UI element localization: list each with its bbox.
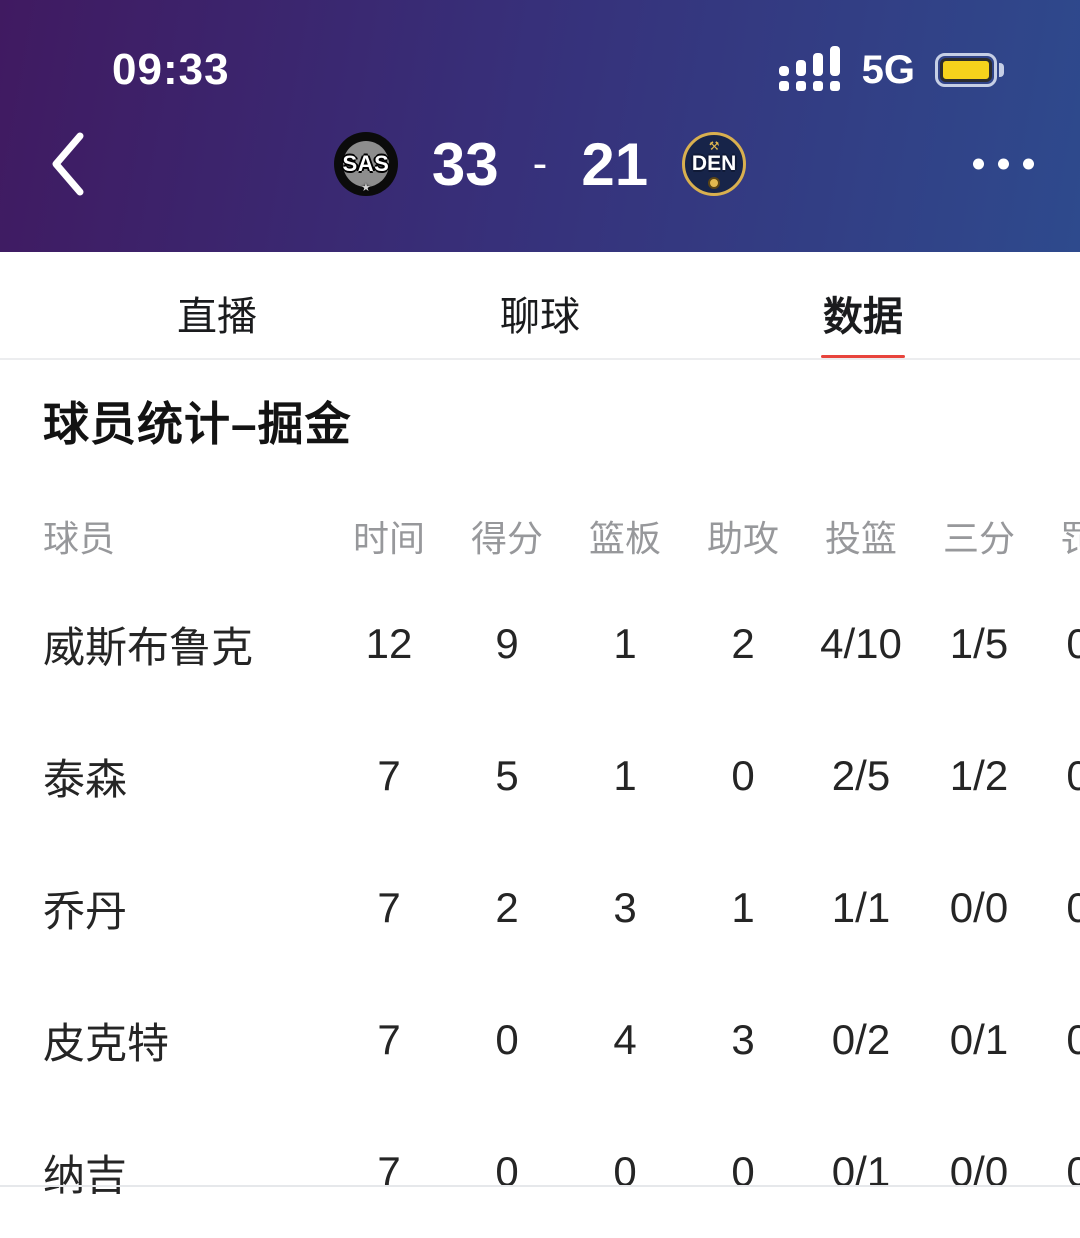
stat-fg: 0/1 (831, 1148, 891, 1195)
match-nav-bar: SAS ★ 33 - 21 ⚒ DEN (0, 104, 1080, 224)
stat-rebounds: 0 (613, 1148, 637, 1195)
scoreboard: SAS ★ 33 - 21 ⚒ DEN (333, 130, 747, 199)
col-player: 球员 (43, 518, 116, 559)
stat-points: 5 (495, 752, 519, 799)
stat-assists: 2 (731, 620, 755, 667)
back-button[interactable] (48, 129, 92, 199)
stat-rebounds: 1 (613, 620, 637, 667)
spur-star-icon: ★ (360, 182, 371, 194)
status-icons: 5G (778, 46, 1004, 93)
col-3pt: 三分 (942, 518, 1015, 559)
signal-strength-icon (778, 46, 840, 91)
table-row: 泰森 7 5 1 0 2/5 1/2 0 (0, 710, 1080, 842)
stat-fg: 0/2 (831, 1016, 891, 1063)
tab-stats[interactable]: 数据 (702, 252, 1025, 358)
player-name: 泰森 (43, 755, 128, 803)
stat-3pt: 0/0 (949, 884, 1009, 931)
table-row: 威斯布鲁克 12 9 1 2 4/10 1/5 0 (0, 578, 1080, 710)
status-bar: 09:33 5G (0, 0, 1080, 96)
stat-3pt: 0/0 (949, 1148, 1009, 1195)
network-type-label: 5G (861, 47, 915, 92)
home-score: 33 (431, 130, 499, 198)
col-points: 得分 (470, 518, 543, 559)
stat-ft-clipped: 0 (1066, 1148, 1080, 1195)
stat-fg: 1/1 (831, 884, 891, 931)
player-stats-table[interactable]: 球员 时间 得分 篮板 助攻 投篮 三分 罚 威斯布鲁克 12 9 1 2 4/… (0, 510, 1080, 1238)
col-rebounds: 篮板 (588, 518, 661, 559)
stat-minutes: 7 (377, 752, 401, 799)
stat-assists: 0 (731, 752, 755, 799)
stat-ft-clipped: 0 (1066, 884, 1080, 931)
stat-3pt: 0/1 (949, 1016, 1009, 1063)
table-body: 威斯布鲁克 12 9 1 2 4/10 1/5 0 泰森 7 5 1 0 2/5… (0, 578, 1080, 1238)
stat-points: 9 (495, 620, 519, 667)
table-row: 皮克特 7 0 4 3 0/2 0/1 0 (0, 974, 1080, 1106)
col-assists: 助攻 (706, 518, 779, 559)
stat-rebounds: 1 (613, 752, 637, 799)
stat-ft-clipped: 0 (1066, 620, 1080, 667)
spurs-team-logo: SAS ★ (333, 132, 398, 196)
pickaxe-icon: ⚒ (708, 139, 720, 153)
stat-fg: 2/5 (831, 752, 891, 799)
stat-rebounds: 4 (613, 1016, 637, 1063)
stat-3pt: 1/2 (949, 752, 1009, 799)
stat-points: 0 (495, 1148, 519, 1195)
stat-minutes: 7 (377, 884, 401, 931)
player-name: 皮克特 (43, 1019, 170, 1067)
col-fg: 投篮 (824, 518, 897, 559)
stat-assists: 0 (731, 1148, 755, 1195)
stat-ft-clipped: 0 (1066, 1016, 1080, 1063)
tab-bar: 直播 聊球 数据 (0, 252, 1080, 360)
table-row: 纳吉 7 0 0 0 0/1 0/0 0 (0, 1106, 1080, 1238)
table-row: 乔丹 7 2 3 1 1/1 0/0 0 (0, 842, 1080, 974)
stat-ft-clipped: 0 (1066, 752, 1080, 799)
basketball-icon (708, 177, 721, 189)
away-score: 21 (581, 130, 649, 198)
stat-3pt: 1/5 (949, 620, 1009, 667)
bottom-divider (0, 1185, 1080, 1187)
home-team-abbr: SAS (342, 151, 390, 176)
tab-live[interactable]: 直播 (177, 295, 257, 339)
stat-rebounds: 3 (613, 884, 637, 931)
stat-minutes: 7 (377, 1148, 401, 1195)
col-minutes: 时间 (352, 518, 425, 559)
stat-assists: 1 (731, 884, 755, 931)
section-title: 球员统计–掘金 (43, 398, 352, 450)
tab-chat[interactable]: 聊球 (500, 295, 580, 339)
battery-icon (935, 53, 1004, 87)
stat-fg: 4/10 (820, 620, 902, 667)
table-header-row: 球员 时间 得分 篮板 助攻 投篮 三分 罚 (0, 510, 1080, 562)
gradient-header: 09:33 5G SAS ★ (0, 0, 1080, 252)
stat-assists: 3 (731, 1016, 755, 1063)
stat-points: 2 (495, 884, 519, 931)
player-name: 纳吉 (43, 1151, 128, 1199)
player-name: 威斯布鲁克 (43, 623, 254, 671)
active-tab-indicator (821, 355, 905, 358)
stat-points: 0 (495, 1016, 519, 1063)
stat-minutes: 7 (377, 1016, 401, 1063)
score-separator: - (532, 139, 548, 188)
col-ft-clipped: 罚 (1059, 518, 1080, 559)
clock-text: 09:33 (112, 45, 230, 94)
nuggets-team-logo: ⚒ DEN (682, 132, 747, 196)
stat-minutes: 12 (365, 620, 413, 667)
away-team-abbr: DEN (691, 152, 737, 175)
player-name: 乔丹 (43, 887, 128, 935)
more-options-button[interactable] (973, 158, 1034, 170)
